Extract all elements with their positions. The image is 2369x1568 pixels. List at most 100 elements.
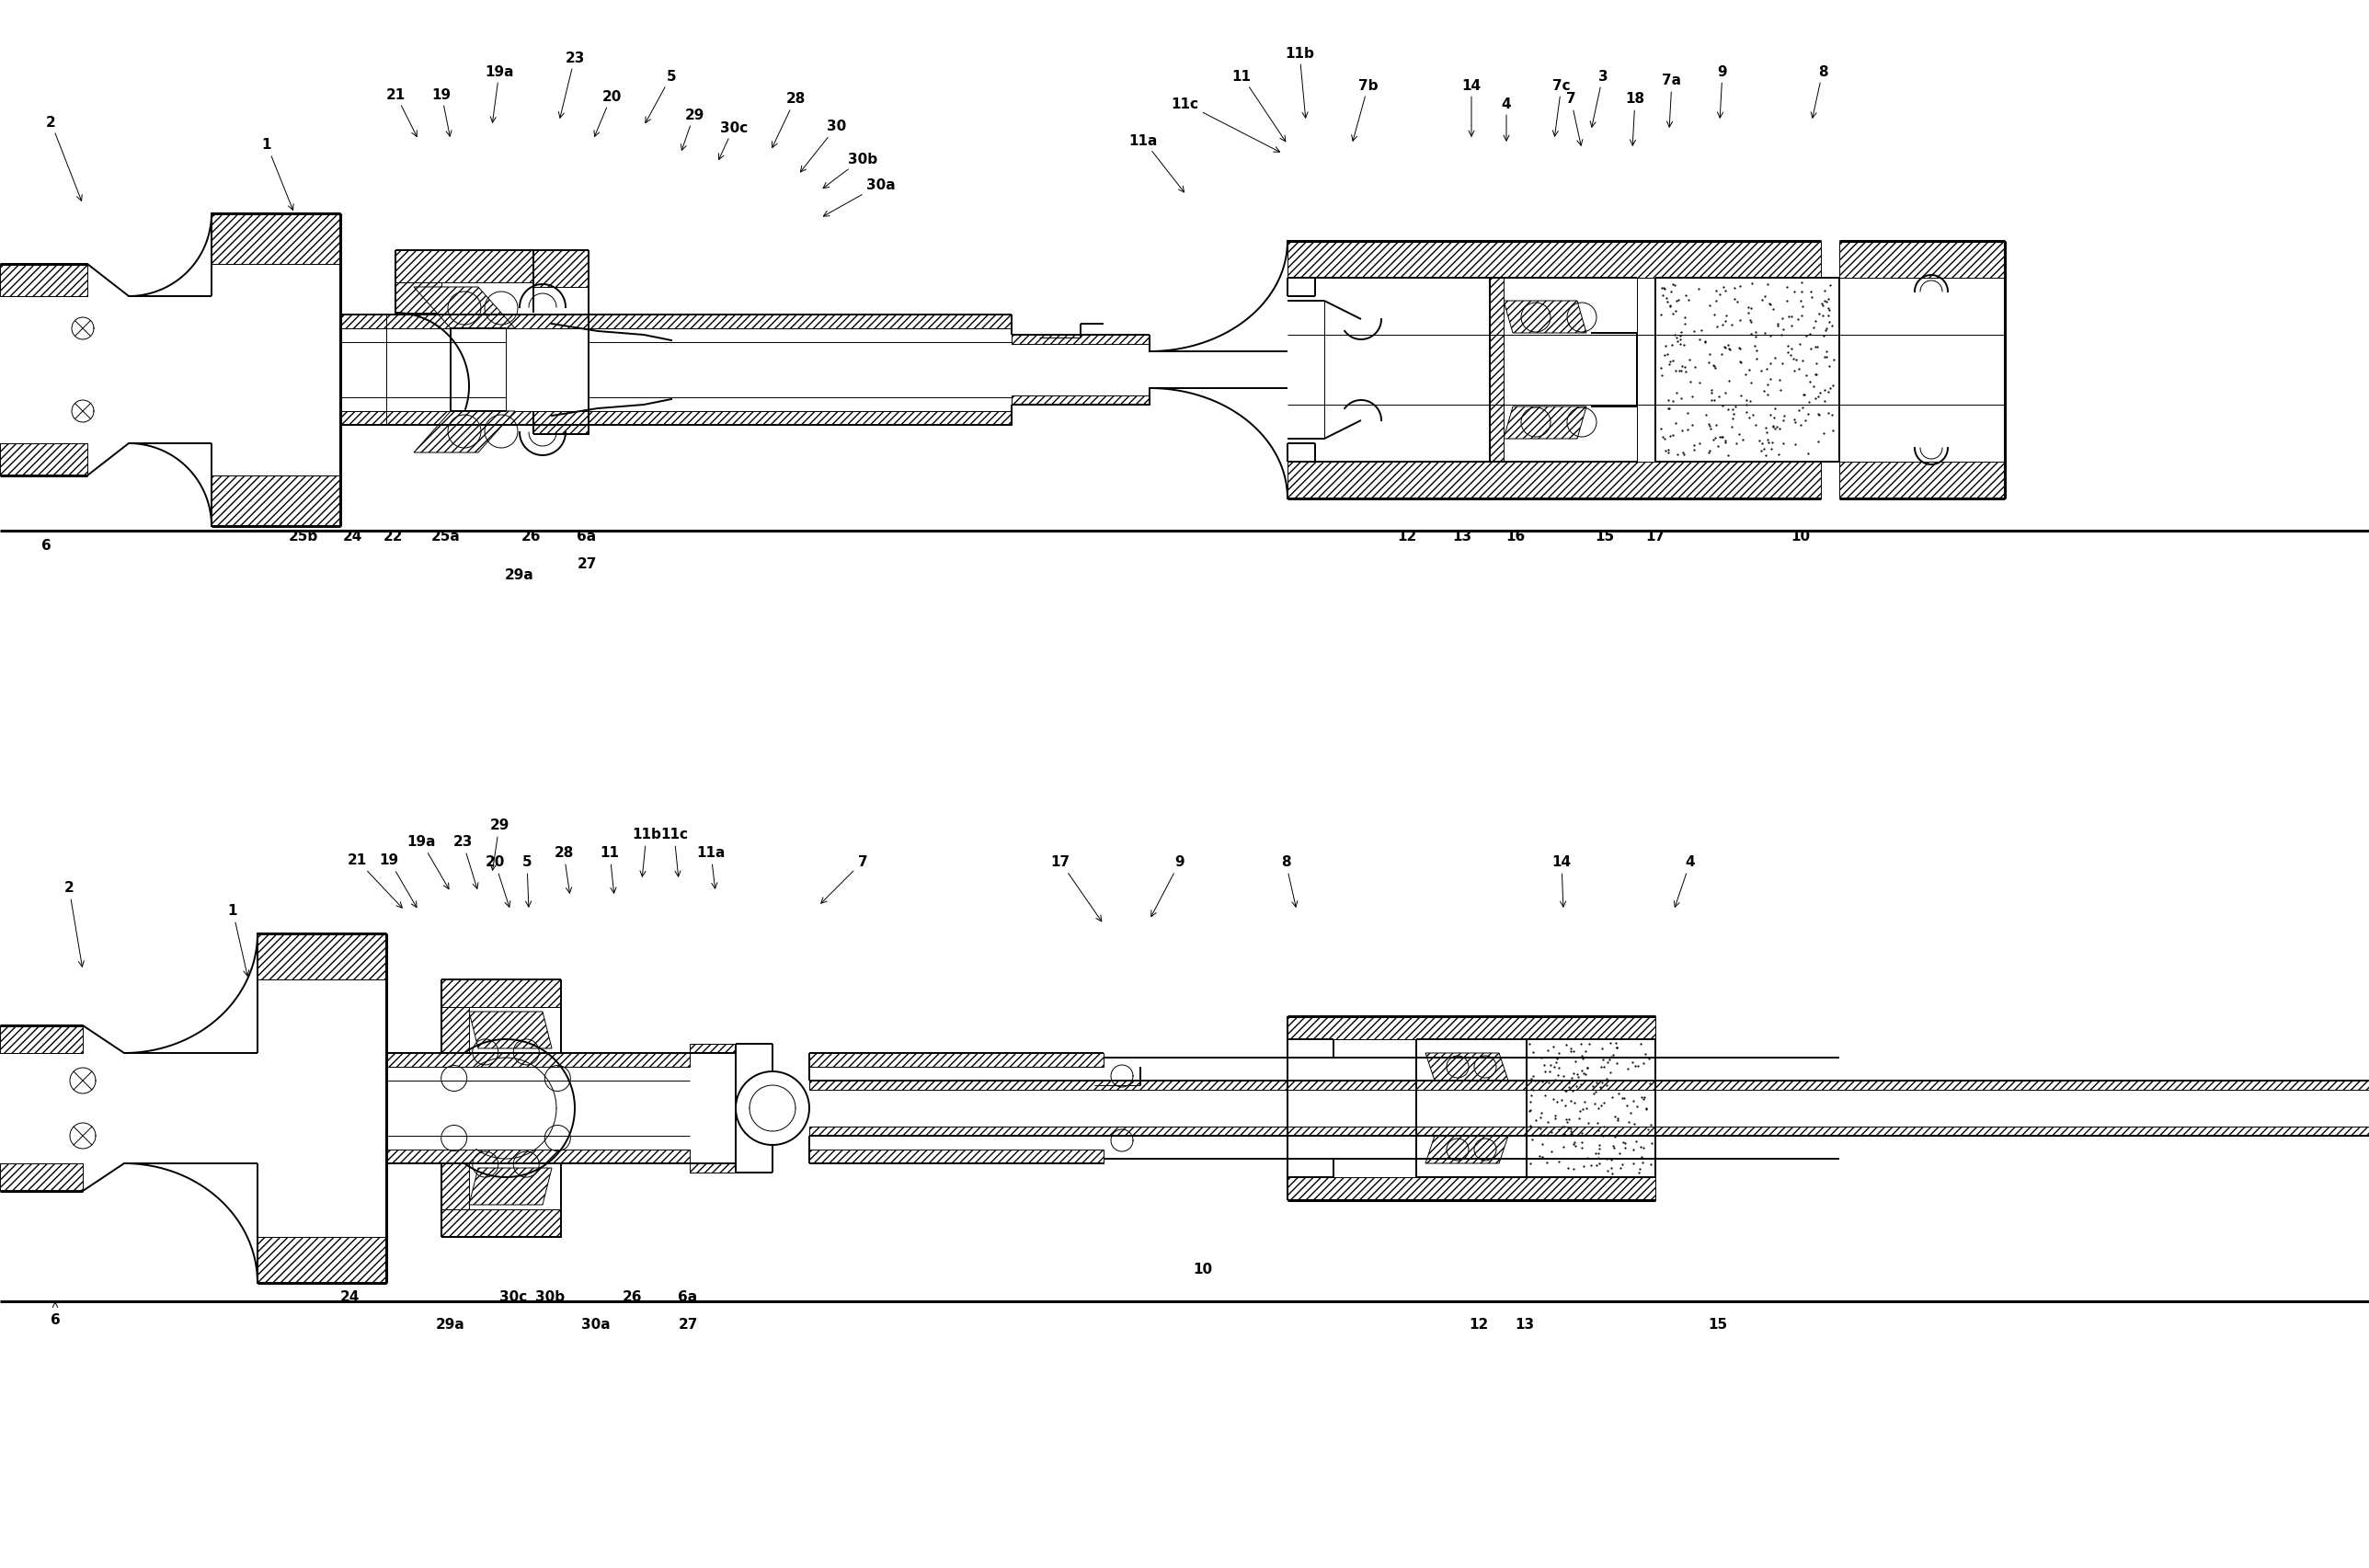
Text: 11b: 11b (633, 828, 661, 877)
Text: 6: 6 (50, 1312, 59, 1327)
Text: 10: 10 (1791, 528, 1810, 543)
Text: 30c: 30c (500, 1290, 526, 1303)
Text: 19a: 19a (407, 836, 448, 889)
Text: 28: 28 (554, 847, 573, 894)
Polygon shape (0, 444, 88, 477)
Text: 1: 1 (227, 903, 249, 977)
Text: 7: 7 (1566, 93, 1582, 146)
Text: 19: 19 (379, 853, 417, 908)
Polygon shape (588, 315, 1012, 329)
Polygon shape (1504, 301, 1587, 334)
Text: 21: 21 (386, 88, 417, 138)
Text: 8: 8 (1282, 855, 1298, 908)
Polygon shape (810, 1149, 1104, 1163)
Text: 3: 3 (1590, 69, 1609, 129)
Polygon shape (689, 1163, 737, 1173)
Text: 27: 27 (578, 557, 597, 571)
Text: 8: 8 (1810, 64, 1826, 119)
Text: 13: 13 (1516, 1317, 1535, 1331)
Text: 11: 11 (1232, 69, 1286, 143)
Text: 15: 15 (1594, 528, 1616, 543)
Text: 15: 15 (1708, 1317, 1727, 1331)
Text: 25b: 25b (289, 528, 317, 543)
Text: 11: 11 (599, 847, 618, 894)
Polygon shape (258, 935, 386, 980)
Polygon shape (1838, 241, 2004, 279)
Polygon shape (588, 412, 1012, 425)
Polygon shape (0, 1025, 83, 1054)
Polygon shape (1286, 463, 1822, 499)
Text: 30a: 30a (824, 177, 895, 216)
Text: 7a: 7a (1663, 74, 1682, 129)
Polygon shape (1838, 463, 2004, 499)
Text: 11b: 11b (1284, 47, 1315, 119)
Text: 2: 2 (45, 116, 83, 202)
Text: 6a: 6a (578, 528, 597, 543)
Polygon shape (1286, 241, 1822, 279)
Text: 11a: 11a (1128, 133, 1184, 193)
Text: 20: 20 (595, 89, 621, 138)
Polygon shape (441, 1163, 469, 1209)
Polygon shape (441, 1209, 561, 1237)
Text: 14: 14 (1552, 855, 1571, 908)
Text: 5: 5 (521, 855, 533, 908)
Polygon shape (533, 412, 588, 434)
Polygon shape (1012, 397, 1149, 405)
Polygon shape (469, 1168, 552, 1204)
Polygon shape (1504, 408, 1587, 439)
Text: 11c: 11c (661, 828, 687, 877)
Polygon shape (341, 412, 644, 425)
Text: 2: 2 (64, 881, 83, 967)
Text: 23: 23 (559, 52, 585, 119)
Text: 4: 4 (1502, 97, 1511, 141)
Text: 29a: 29a (505, 568, 533, 582)
Text: 10: 10 (1194, 1262, 1213, 1276)
Polygon shape (1286, 1178, 1656, 1201)
Text: 19: 19 (431, 88, 452, 136)
Text: 29a: 29a (436, 1317, 464, 1331)
Polygon shape (469, 1011, 552, 1049)
Text: 21: 21 (346, 853, 403, 908)
Text: 5: 5 (644, 69, 675, 124)
Polygon shape (1490, 279, 1504, 463)
Text: 4: 4 (1675, 855, 1696, 908)
Polygon shape (810, 1080, 2369, 1090)
Polygon shape (396, 284, 441, 314)
Text: 7c: 7c (1552, 78, 1571, 136)
Text: 30c: 30c (718, 121, 749, 160)
Text: 29: 29 (680, 108, 704, 151)
Polygon shape (341, 315, 644, 329)
Text: 26: 26 (623, 1290, 642, 1303)
Text: 24: 24 (339, 1290, 360, 1303)
Text: 19a: 19a (486, 64, 514, 124)
Polygon shape (810, 1127, 2369, 1137)
Text: 23: 23 (452, 836, 479, 889)
Text: 12: 12 (1398, 528, 1417, 543)
Text: 7b: 7b (1353, 78, 1379, 141)
Text: 28: 28 (772, 93, 805, 149)
Text: 17: 17 (1049, 855, 1102, 922)
Text: 18: 18 (1625, 93, 1644, 146)
Polygon shape (258, 1237, 386, 1283)
Polygon shape (386, 1149, 689, 1163)
Text: 16: 16 (1507, 528, 1526, 543)
Text: 17: 17 (1646, 528, 1665, 543)
Text: 30b: 30b (822, 152, 877, 190)
Text: 27: 27 (678, 1317, 699, 1331)
Polygon shape (810, 1054, 1104, 1068)
Text: 11a: 11a (696, 847, 725, 889)
Polygon shape (1426, 1137, 1509, 1163)
Text: 7: 7 (822, 855, 867, 903)
Text: 30: 30 (801, 119, 846, 172)
Text: 6: 6 (40, 538, 50, 552)
Text: 1: 1 (263, 138, 294, 210)
Polygon shape (441, 1007, 469, 1054)
Text: 24: 24 (344, 528, 362, 543)
Polygon shape (1426, 1054, 1509, 1080)
Text: 26: 26 (521, 528, 543, 543)
Polygon shape (533, 251, 588, 287)
Text: 12: 12 (1469, 1317, 1488, 1331)
Polygon shape (0, 265, 88, 296)
Polygon shape (1286, 1016, 1656, 1040)
Polygon shape (415, 412, 514, 453)
